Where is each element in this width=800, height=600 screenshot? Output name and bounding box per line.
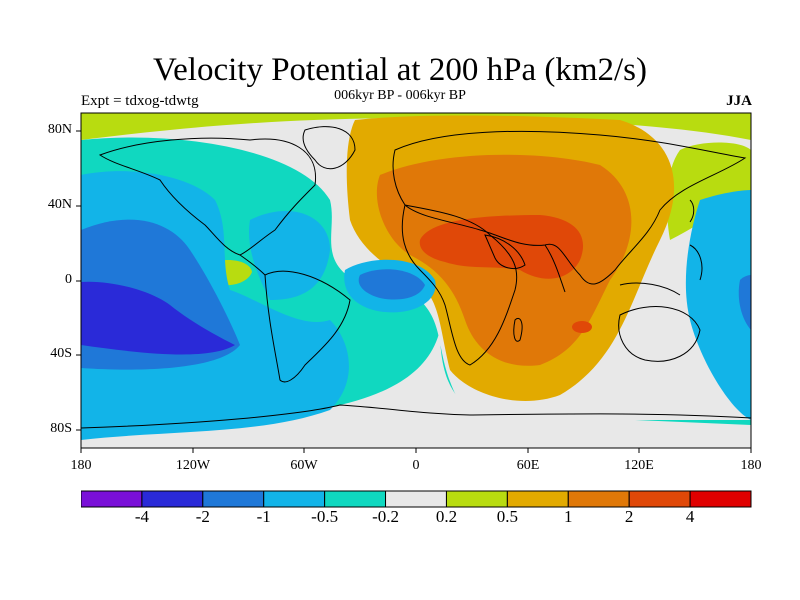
- lon-label-0: 0: [412, 458, 420, 473]
- colorbar-swatch-2: [202, 490, 265, 508]
- field-neg-0.5-westpacific: [685, 190, 751, 420]
- experiment-label: Expt = tdxog-tdwtg: [81, 93, 199, 109]
- colorbar-label-2: -1: [256, 507, 271, 526]
- map-subtitle: 006kyr BP - 006kyr BP: [334, 88, 466, 103]
- coastlines: [81, 126, 751, 429]
- colorbar-label-6: 0.5: [496, 507, 518, 526]
- lon-label-60w: 60W: [290, 458, 318, 473]
- colorbar-label-8: 2: [624, 507, 634, 526]
- lat-label-80s: 80S: [50, 421, 72, 436]
- lat-label-0: 0: [65, 272, 72, 287]
- lat-label-40s: 40S: [50, 346, 72, 361]
- colorbar-swatch-8: [567, 490, 630, 508]
- contour-fields: [81, 113, 751, 448]
- field-neg-1-atlantic: [358, 269, 425, 300]
- lat-label-40n: 40N: [47, 197, 72, 212]
- field-pos-2-small: [572, 321, 592, 333]
- colorbar-label-3: -0.5: [311, 507, 339, 526]
- field-near-zero-south: [81, 330, 751, 448]
- field-pos-2: [419, 215, 584, 279]
- lon-label-180w: 180: [70, 458, 92, 473]
- colorbar-label-0: -4: [134, 507, 149, 526]
- colorbar-swatch-10: [689, 490, 752, 508]
- lon-label-120w: 120W: [175, 458, 211, 473]
- axis-ticks: [76, 130, 752, 453]
- field-neg-0.5-americas: [249, 211, 330, 300]
- colorbar: [81, 490, 752, 508]
- colorbar-swatch-3: [263, 490, 326, 508]
- map-title: Velocity Potential at 200 hPa (km2/s): [152, 52, 648, 88]
- colorbar-swatch-6: [445, 490, 508, 508]
- colorbar-swatch-1: [141, 490, 204, 508]
- lon-label-180e: 180: [740, 458, 762, 473]
- colorbar-label-5: 0.2: [435, 507, 458, 526]
- colorbar-label-7: 1: [564, 507, 573, 526]
- colorbar-swatch-5: [385, 490, 447, 508]
- field-neg-2: [81, 281, 235, 355]
- colorbar-swatch-4: [324, 490, 387, 508]
- colorbar-label-9: 4: [685, 507, 695, 526]
- colorbar-swatch-9: [628, 490, 691, 508]
- colorbar-label-1: -2: [195, 507, 210, 526]
- colorbar-swatch-7: [506, 490, 569, 508]
- lon-label-60e: 60E: [516, 458, 540, 473]
- season-label: JJA: [726, 93, 752, 109]
- colorbar-swatch-0: [81, 490, 143, 508]
- field-neg-1-east: [738, 275, 751, 330]
- colorbar-label-4: -0.2: [372, 507, 399, 526]
- lat-label-80n: 80N: [47, 122, 72, 137]
- lon-label-120e: 120E: [624, 458, 654, 473]
